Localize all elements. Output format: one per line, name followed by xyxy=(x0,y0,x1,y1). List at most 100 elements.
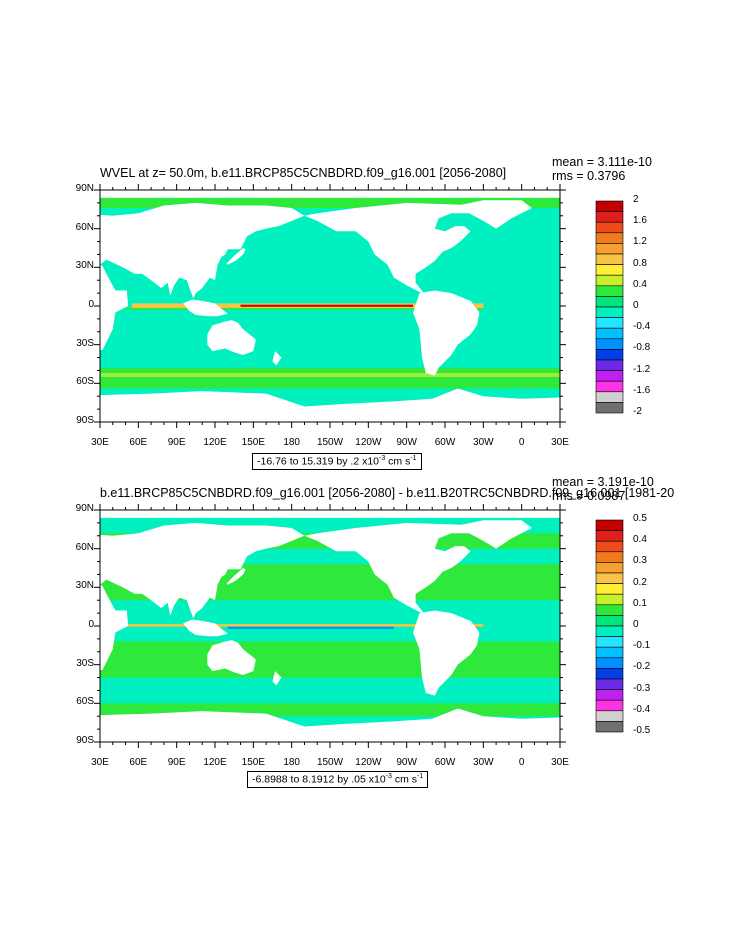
colorbar-label: -0.5 xyxy=(633,725,651,736)
colorbar-label: 0.8 xyxy=(633,257,647,269)
colorbar-swatch xyxy=(595,699,624,712)
colorbar-swatch xyxy=(595,572,624,584)
panel1-rms: rms = 0.3796 xyxy=(552,169,626,183)
lon-tick-label: 60E xyxy=(129,437,148,448)
colorbar-label: 1.2 xyxy=(633,236,647,248)
colorbar-label: -0.8 xyxy=(633,342,651,354)
colorbar xyxy=(595,519,624,733)
colorbar-label: -1.2 xyxy=(633,363,651,375)
colorbar-swatch xyxy=(595,551,624,563)
colorbar-swatch xyxy=(595,402,624,414)
lon-tick-label: 120W xyxy=(355,757,382,768)
lon-tick-label: 120E xyxy=(203,757,227,768)
colorbar-swatch xyxy=(595,593,624,606)
land-mass xyxy=(304,202,484,296)
colorbar-label: -0.4 xyxy=(633,321,651,333)
lat-tick-label: 30S xyxy=(76,657,94,669)
colorbar-swatch xyxy=(595,668,624,680)
lon-tick-label: 150W xyxy=(316,437,344,448)
panel2-rms: rms = 0.0987 xyxy=(552,489,626,503)
colorbar-label: 0.4 xyxy=(633,534,647,546)
colorbar-swatch xyxy=(595,657,624,669)
axis-ticks xyxy=(94,504,566,748)
lon-tick-label: 150E xyxy=(241,437,265,448)
lon-tick-label: 150W xyxy=(316,757,344,768)
colorbar-label: 0.3 xyxy=(633,555,647,567)
lat-tick-label: 60N xyxy=(75,541,94,553)
lat-tick-label: 90S xyxy=(76,735,94,746)
colorbar-swatch xyxy=(595,530,624,542)
lat-tick-label: 30N xyxy=(75,260,94,272)
land-mass xyxy=(226,248,246,265)
colorbar-swatch xyxy=(595,604,624,616)
lon-tick-label: 180 xyxy=(283,437,300,448)
panel2-title: b.e11.BRCP85C5CNBDRD.f09_g16.001 [2056-2… xyxy=(100,486,675,500)
colorbar-swatch xyxy=(595,710,624,722)
lat-tick-label: 90S xyxy=(76,415,94,426)
land-mass xyxy=(226,568,246,585)
colorbar-label: 0.1 xyxy=(633,597,647,609)
colorbar-swatch xyxy=(595,636,624,648)
colorbar-swatch xyxy=(595,519,624,531)
lon-tick-label: 150E xyxy=(241,757,265,768)
land-mass xyxy=(100,522,305,619)
land-mass xyxy=(304,522,484,616)
colorbar-label: 1.6 xyxy=(633,215,647,227)
land-mass xyxy=(413,610,480,696)
land-mass xyxy=(272,351,282,366)
lat-tick-label: 0 xyxy=(88,299,94,310)
lon-tick-label: 90E xyxy=(167,437,186,448)
colorbar-label: -0.4 xyxy=(633,703,651,715)
colorbar-label: 0.5 xyxy=(633,513,647,524)
colorbar-label: -2 xyxy=(633,406,642,417)
lon-tick-label: 60W xyxy=(434,757,456,768)
colorbar-label: 0.2 xyxy=(633,576,647,588)
lat-tick-label: 60S xyxy=(76,376,94,388)
lon-tick-label: 60E xyxy=(129,757,148,768)
lat-tick-label: 90N xyxy=(75,183,94,194)
land-mass xyxy=(457,200,532,229)
panel1-mean: mean = 3.111e-10 xyxy=(552,155,652,169)
colorbar-swatch xyxy=(595,689,624,701)
lon-tick-label: 90W xyxy=(396,437,417,448)
lon-tick-label: 120E xyxy=(203,437,227,448)
colorbar-swatch xyxy=(595,540,624,553)
colorbar-label: 0 xyxy=(633,300,639,311)
map-frame-1 xyxy=(94,184,566,428)
panel1-title: WVEL at z= 50.0m, b.e11.BRCP85C5CNBDRD.f… xyxy=(100,166,507,180)
lon-tick-label: 30E xyxy=(91,437,109,448)
land-mass xyxy=(100,584,129,671)
lat-tick-label: 30N xyxy=(75,580,94,592)
colorbar-swatch xyxy=(595,562,624,574)
colorbar-swatch xyxy=(595,583,624,595)
colorbar-label: -1.6 xyxy=(633,384,651,396)
lon-tick-label: 120W xyxy=(355,437,382,448)
colorbar-label: 2 xyxy=(633,194,639,205)
lon-tick-label: 0 xyxy=(518,757,525,768)
lat-tick-label: 30S xyxy=(76,337,94,349)
map-frame-2 xyxy=(94,504,566,748)
colorbar-swatch xyxy=(595,678,624,690)
lon-tick-label: 180 xyxy=(283,757,300,768)
lon-tick-label: 30E xyxy=(551,757,569,768)
colorbar-label: -0.3 xyxy=(633,682,651,694)
lon-tick-label: 90E xyxy=(167,757,186,768)
colorbar-label: -0.2 xyxy=(633,661,651,673)
land-mass xyxy=(183,299,228,317)
lon-tick-label: 90W xyxy=(396,757,417,768)
colorbar-swatch xyxy=(595,625,624,637)
lat-tick-label: 0 xyxy=(88,619,94,630)
colorbar-label: 0.4 xyxy=(633,278,647,290)
colorbar xyxy=(595,200,624,414)
land-mass xyxy=(413,290,480,376)
lon-tick-label: 60W xyxy=(434,437,456,448)
colorbar-label: 0 xyxy=(633,619,639,630)
panel2-mean: mean = 3.191e-10 xyxy=(552,475,654,489)
land-mass xyxy=(207,320,256,355)
colorbar-swatch xyxy=(595,721,624,733)
land-mass xyxy=(272,671,282,686)
lon-tick-label: 0 xyxy=(518,437,525,448)
land-mass xyxy=(207,640,256,675)
